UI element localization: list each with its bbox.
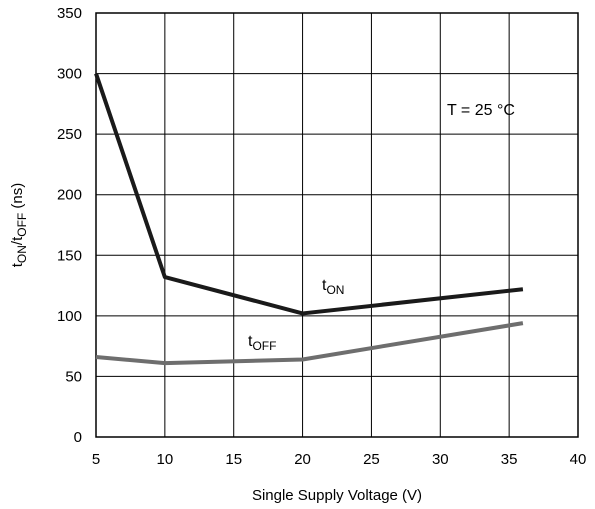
- y-tick-label: 250: [57, 126, 82, 143]
- plot-frame: [95, 12, 579, 438]
- series-label-ton-main: t: [322, 277, 327, 294]
- y-axis-label: tON/tOFF (ns): [9, 183, 29, 268]
- y-label-unit: (ns): [9, 183, 26, 213]
- y-tick-label: 350: [57, 5, 82, 22]
- y-label-mid: /t: [9, 236, 26, 245]
- series-label-toff: tOFF: [248, 333, 276, 353]
- x-tick-labels: 5 10 15 20 25 30 35 40: [92, 451, 587, 468]
- y-tick-label: 50: [65, 368, 82, 385]
- y-tick-label: 200: [57, 187, 82, 204]
- y-tick-labels: 0 50 100 150 200 250 300 350: [57, 5, 82, 446]
- temperature-annotation: T = 25 °C: [447, 102, 515, 119]
- series-line-toff: [95, 321, 524, 366]
- y-tick-label: 0: [74, 429, 82, 446]
- x-tick-label: 5: [92, 451, 100, 468]
- series-label-ton-sub: ON: [326, 283, 344, 297]
- x-tick-label: 15: [225, 451, 242, 468]
- x-tick-label: 35: [501, 451, 518, 468]
- x-tick-label: 25: [363, 451, 380, 468]
- x-tick-label: 40: [570, 451, 587, 468]
- y-label-sub2: OFF: [15, 213, 29, 237]
- x-tick-label: 20: [294, 451, 311, 468]
- series-layer: [94, 72, 524, 366]
- series-label-toff-sub: OFF: [252, 339, 276, 353]
- grid: [95, 12, 579, 438]
- series-label-toff-main: t: [248, 333, 253, 350]
- series-label-ton: tON: [322, 277, 344, 297]
- x-axis-label: Single Supply Voltage (V): [252, 487, 422, 504]
- y-tick-label: 150: [57, 247, 82, 264]
- y-tick-label: 300: [57, 66, 82, 83]
- x-tick-label: 10: [157, 451, 174, 468]
- y-label-sub1: ON: [15, 245, 29, 263]
- x-tick-label: 30: [432, 451, 449, 468]
- series-line-ton: [94, 72, 524, 316]
- y-label-t1: t: [9, 262, 26, 267]
- y-tick-label: 100: [57, 308, 82, 325]
